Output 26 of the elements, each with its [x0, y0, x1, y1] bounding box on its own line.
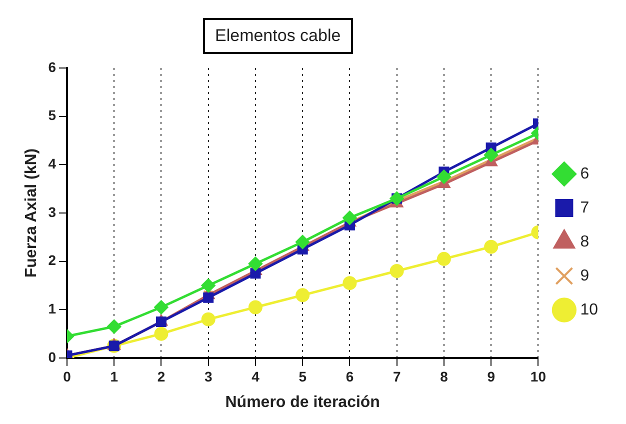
x-tick-label: 4 [252, 368, 260, 384]
y-tick-label: 2 [48, 252, 56, 268]
x-tick-label: 10 [530, 368, 546, 384]
y-axis-title: Fuerza Axial (kN) [23, 148, 40, 278]
chart-title: Elementos cable [203, 18, 353, 54]
x-tick-label: 9 [487, 368, 496, 384]
x-tick-label: 7 [392, 368, 401, 384]
y-tick-label: 1 [48, 300, 56, 317]
x-tick-label: 5 [298, 368, 307, 384]
legend-label: 10 [580, 301, 598, 318]
legend-label: 8 [580, 233, 590, 250]
x-tick-label: 8 [440, 368, 448, 384]
x-tick-label: 6 [346, 368, 354, 384]
legend-label: 7 [580, 199, 590, 216]
x-axis-title: Número de iteración [225, 394, 380, 411]
y-tick-label: 0 [48, 348, 56, 365]
legend-label: 9 [580, 267, 590, 284]
y-tick-label: 4 [48, 156, 56, 172]
x-tick-label: 0 [63, 368, 72, 384]
y-tick-label: 3 [48, 204, 56, 220]
x-tick-label: 3 [204, 368, 212, 384]
y-tick-label: 6 [48, 58, 56, 75]
y-tick-label: 5 [48, 107, 56, 124]
x-tick-label: 1 [110, 368, 118, 384]
x-tick-label: 2 [157, 368, 166, 384]
legend-label: 6 [580, 165, 590, 182]
